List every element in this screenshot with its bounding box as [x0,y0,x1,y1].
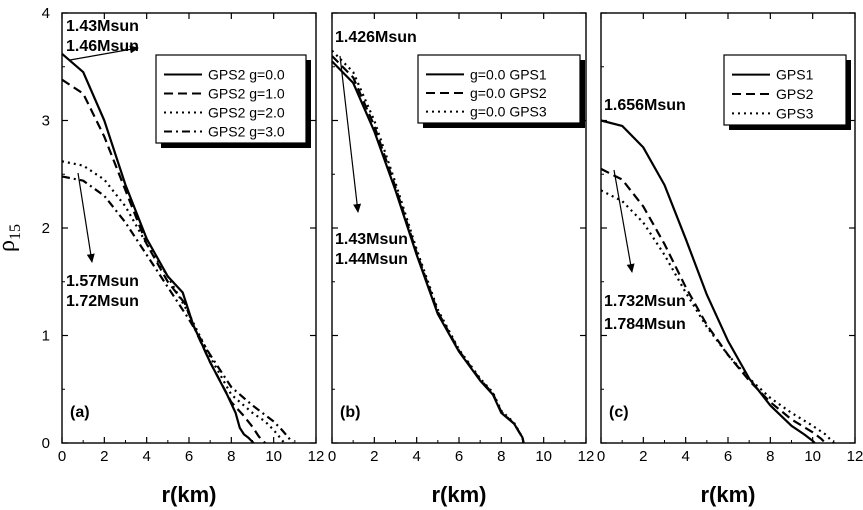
x-tick-label: 10 [804,448,821,465]
x-axis-title: r(km) [700,482,755,507]
y-axis-title: ρ15 [0,224,24,252]
mass-annotation: 1.784Msun [604,316,686,333]
x-tick-label: 12 [578,448,595,465]
mass-annotation: 1.43Msun [335,231,408,248]
y-tick-label: 3 [42,113,50,130]
panel-label: (c) [609,404,629,421]
series-line-dashdot [61,175,294,444]
y-axis-title-main: ρ [0,240,20,252]
x-tick-label: 0 [328,448,336,465]
x-tick-label: 8 [227,448,235,465]
x-tick-label: 12 [847,448,863,465]
mass-annotation: 1.732Msun [604,293,686,310]
legend-label: GPS2 g=2.0 [208,105,285,121]
x-tick-label: 4 [412,448,420,465]
x-tick-label: 6 [185,448,193,465]
mass-annotation: 1.426Msun [335,29,417,46]
x-tick-label: 0 [58,448,66,465]
y-tick-label: 0 [42,435,50,452]
x-tick-label: 10 [265,448,282,465]
legend-label: GPS2 [776,86,814,102]
panel-c: 0 2 4 6 8 10 12 r(km) GPS1 GPS2 GPS3 1.656Msun 1.732… [597,12,863,507]
annotation-arrow [77,172,95,263]
x-tick-label: 2 [639,448,647,465]
legend-label: GPS1 [776,67,814,83]
mass-annotation: 1.46Msun [66,38,139,55]
x-tick-label: 6 [724,448,732,465]
x-tick-label: 4 [142,448,150,465]
legend-label: g=0.0 GPS1 [470,66,547,82]
legend-label: g=0.0 GPS2 [470,85,547,101]
y-tick-label: 1 [42,328,50,345]
x-tick-label: 12 [308,448,325,465]
x-tick-label: 0 [597,448,605,465]
legend-label: GPS2 g=1.0 [208,86,285,102]
legend-label: GPS2 g=0.0 [208,67,285,83]
legend-label: g=0.0 GPS3 [470,104,547,120]
mass-annotation: 1.656Msun [604,97,686,114]
panel-b: 0 2 4 6 8 10 12 r(km) g=0.0 GPS1 g=0.0 GPS2 g=0.0 … [328,12,595,507]
legend-label: GPS3 [776,105,814,121]
x-tick-label: 2 [100,448,108,465]
mass-annotation: 1.72Msun [66,293,139,310]
x-axis-title: r(km) [161,482,216,507]
mass-annotation: 1.43Msun [66,18,139,35]
series-line-dotted [600,189,835,444]
series-line-dashed [61,78,266,444]
x-tick-label: 2 [370,448,378,465]
panel-label: (b) [340,404,360,421]
series-line-dashed [331,55,525,444]
y-axis-title-subscript: 15 [7,224,24,240]
legend-box [155,54,307,144]
y-tick-label: 4 [42,5,50,22]
x-tick-label: 4 [681,448,689,465]
annotation-arrow [613,169,635,273]
x-tick-label: 8 [497,448,505,465]
annotation-arrow [339,55,362,213]
x-tick-label: 8 [766,448,774,465]
x-tick-label: 6 [455,448,463,465]
legend-label: GPS2 g=3.0 [208,124,285,140]
x-axis-title: r(km) [431,482,486,507]
y-tick-label: 2 [42,220,50,237]
mass-annotation: 1.57Msun [66,273,139,290]
panel-label: (a) [70,404,90,421]
x-tick-label: 10 [535,448,552,465]
series-line-solid [600,119,816,444]
mass-annotation: 1.44Msun [335,251,408,268]
annotation-arrow [69,45,139,61]
